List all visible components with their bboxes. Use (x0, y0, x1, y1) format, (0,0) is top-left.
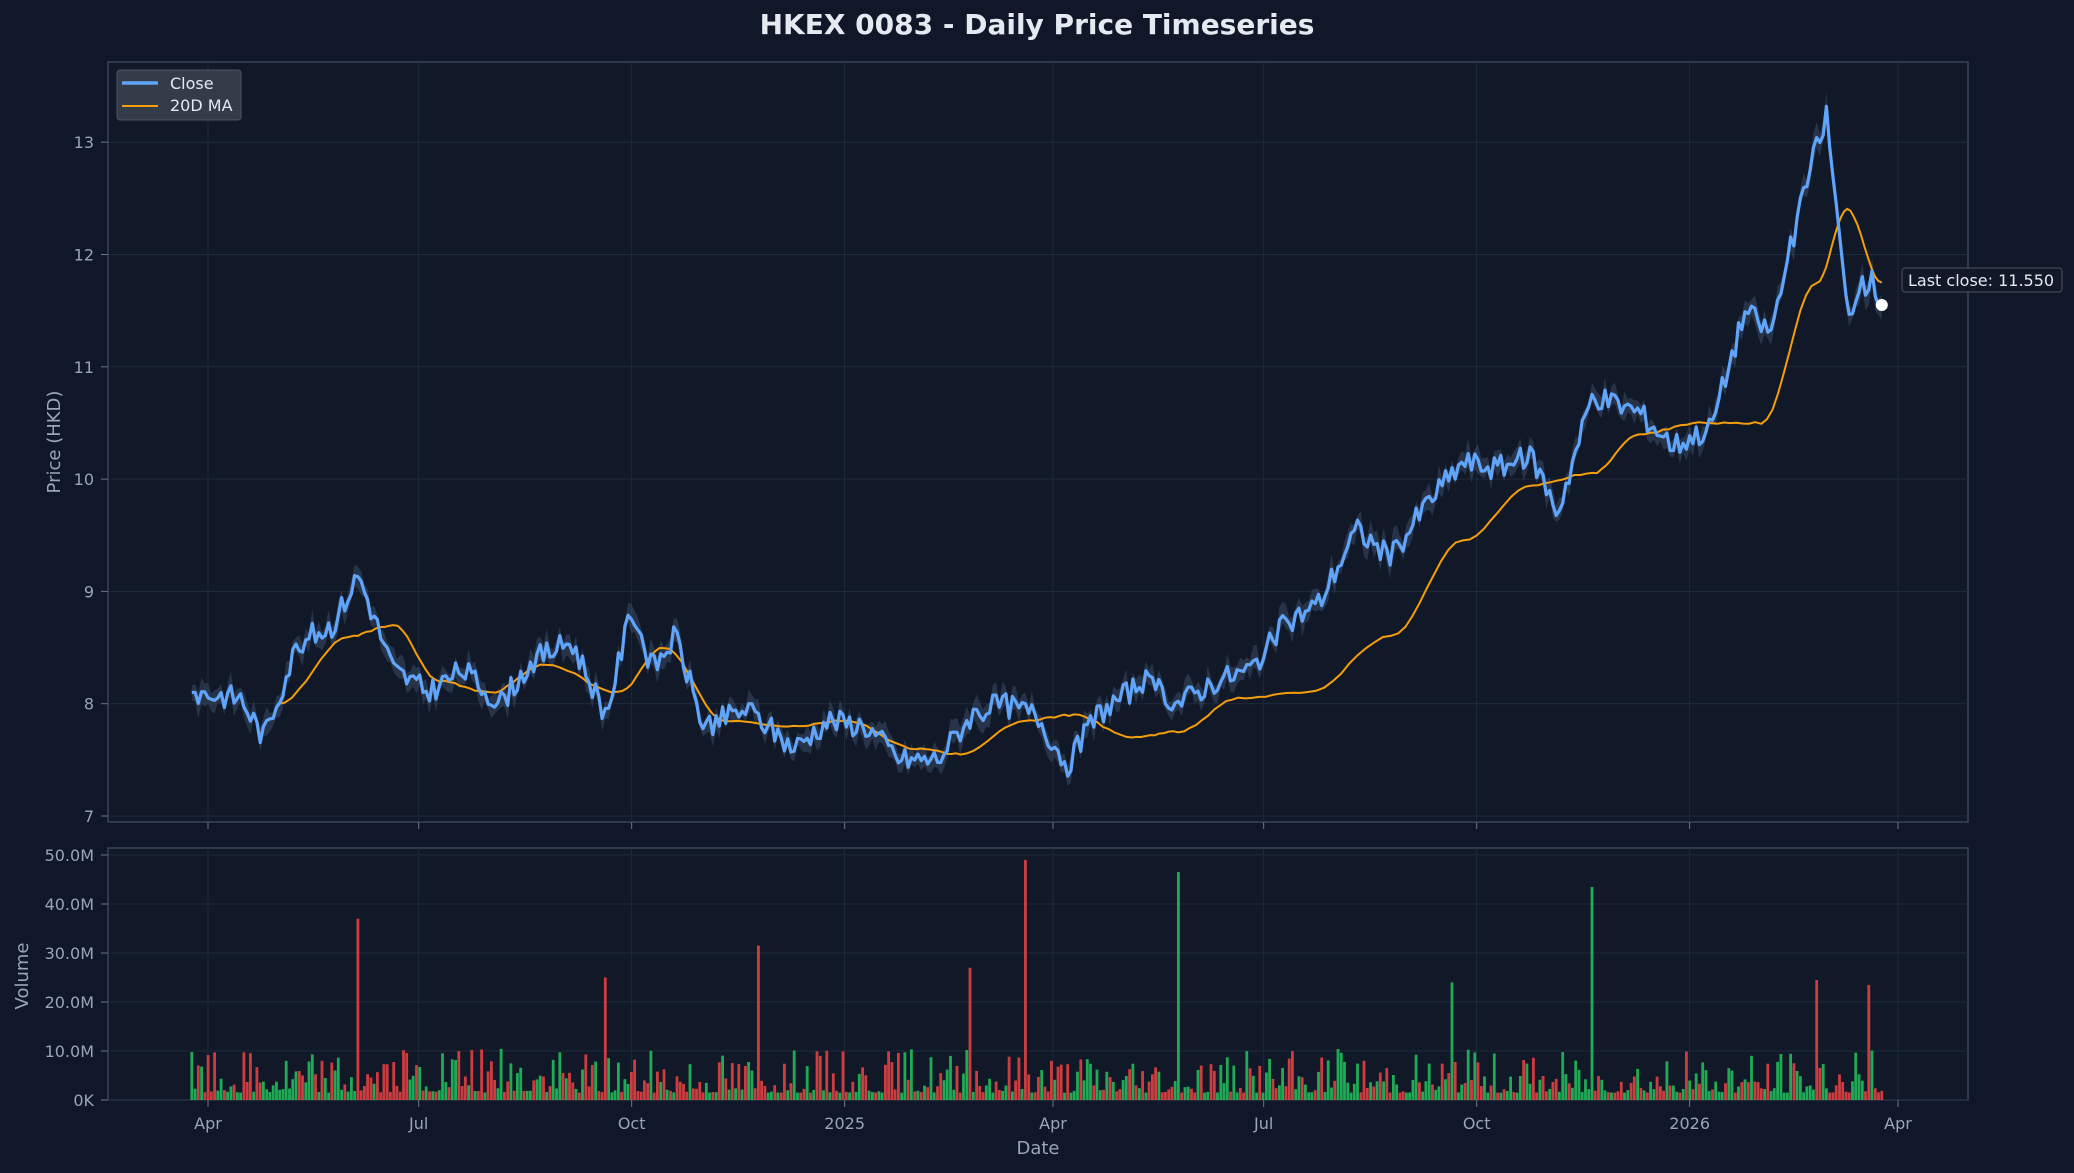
price-tick-label: 12 (74, 246, 94, 265)
volume-tick-label: 40.0M (45, 895, 94, 914)
price-tick-label: 13 (74, 133, 94, 152)
x-axis-title: Date (1016, 1138, 1059, 1159)
price-x-ticks (207, 822, 1899, 829)
volume-tick-label: 30.0M (45, 944, 94, 963)
legend-close-label: Close (170, 74, 214, 93)
volume-tick-label: 20.0M (45, 993, 94, 1012)
volume-tick-label: 50.0M (45, 846, 94, 865)
x-tick-label: Oct (618, 1114, 646, 1133)
x-tick-label: Jul (1253, 1114, 1273, 1133)
volume-bars (190, 859, 1884, 1100)
x-tick-label: 2025 (824, 1114, 865, 1133)
price-tick-label: 9 (84, 582, 94, 601)
volume-tick-label: 10.0M (45, 1042, 94, 1061)
x-tick-label: Apr (1884, 1114, 1912, 1133)
volume-y-axis: 0K 10.0M 20.0M 30.0M 40.0M 50.0M (45, 846, 108, 1110)
x-tick-label: Jul (408, 1114, 428, 1133)
last-close-label: Last close: 11.550 (1908, 271, 2054, 290)
last-close-marker (1875, 299, 1888, 312)
volume-axis-title: Volume (12, 943, 33, 1010)
price-tick-label: 8 (84, 695, 94, 714)
price-tick-label: 10 (74, 470, 94, 489)
close-line (191, 104, 1882, 778)
x-axis: Apr Jul Oct 2025 Apr Jul Oct 2026 Apr (194, 1100, 1912, 1133)
volume-tick-label: 0K (73, 1091, 94, 1110)
last-close-annotation: Last close: 11.550 (1901, 267, 2063, 293)
price-axis-title: Price (HKD) (44, 391, 65, 494)
price-y-axis: 7 8 9 10 11 12 13 (74, 133, 108, 826)
x-tick-label: 2026 (1669, 1114, 1710, 1133)
x-tick-label: Apr (1039, 1114, 1067, 1133)
price-tick-label: 11 (74, 358, 94, 377)
chart-title: HKEX 0083 - Daily Price Timeseries (759, 8, 1315, 41)
volume-grid (108, 848, 1968, 1101)
x-tick-label: Oct (1463, 1114, 1491, 1133)
legend-ma-label: 20D MA (170, 96, 233, 115)
x-tick-label: Apr (194, 1114, 222, 1133)
legend: Close 20D MA (116, 69, 242, 121)
price-tick-label: 7 (84, 807, 94, 826)
volume-panel (107, 847, 1969, 1101)
